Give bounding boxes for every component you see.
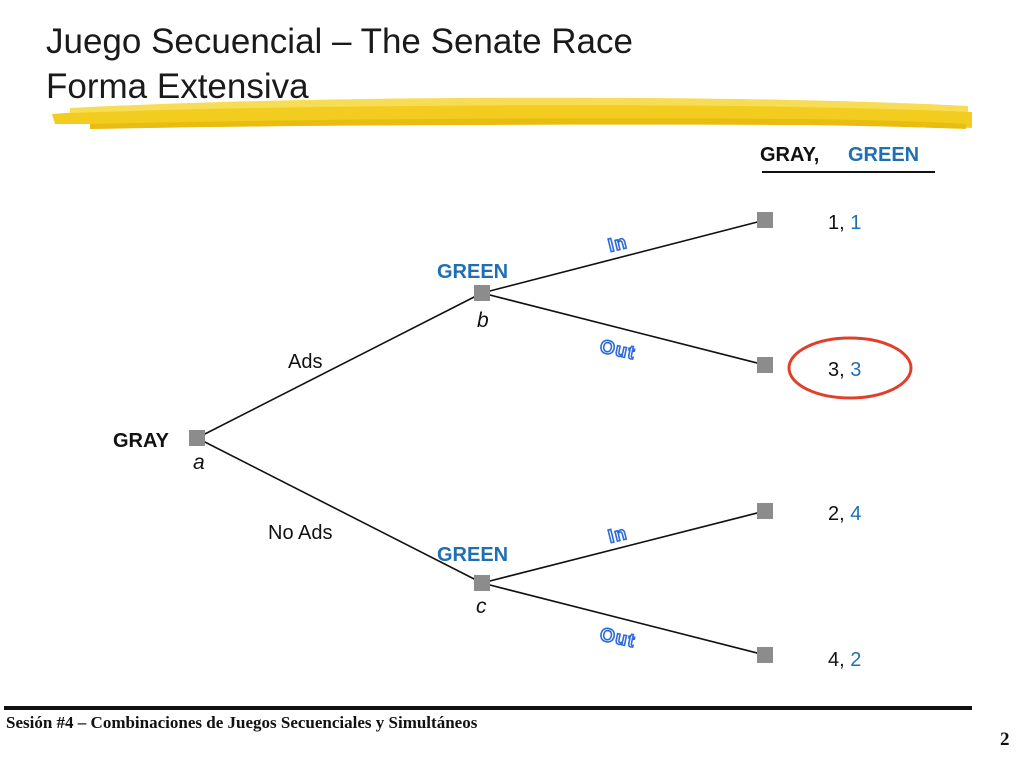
- equilibrium-highlight-circle: [787, 336, 913, 400]
- terminal-node-2: [757, 357, 773, 373]
- action-label-b-out: Out: [598, 336, 637, 364]
- payoff-2-green: 3: [850, 359, 861, 381]
- node-b: [474, 285, 490, 301]
- payoff-3: 2, 4: [828, 503, 861, 525]
- payoff-1: 1, 1: [828, 212, 861, 234]
- node-b-player-label: GREEN: [437, 261, 508, 283]
- payoff-2-gray: 3: [828, 359, 839, 381]
- payoff-header-gray: GRAY,: [760, 144, 819, 166]
- payoff-4: 4, 2: [828, 649, 861, 671]
- edge-c-out: [481, 582, 766, 656]
- terminal-node-1: [757, 212, 773, 228]
- payoff-3-green: 4: [850, 503, 861, 525]
- action-label-c-in: In: [606, 523, 629, 548]
- edge-b-in: [481, 219, 766, 294]
- payoff-2: 3, 3: [828, 359, 861, 381]
- node-c: [474, 575, 490, 591]
- root-player-label: GRAY: [113, 430, 170, 452]
- node-c-letter: c: [476, 595, 487, 618]
- footer-text: Sesión #4 – Combinaciones de Juegos Secu…: [6, 713, 478, 732]
- payoff-header-green: GREEN: [848, 144, 919, 166]
- slide-title-line-1: Juego Secuencial – The Senate Race: [46, 22, 633, 61]
- action-label-c-out: Out: [598, 624, 637, 652]
- node-c-player-label: GREEN: [437, 544, 508, 566]
- edge-no-ads: [196, 437, 483, 584]
- branch-label-ads: Ads: [288, 351, 322, 373]
- edge-ads: [196, 292, 483, 439]
- branch-label-no-ads: No Ads: [268, 522, 332, 544]
- edge-b-out: [481, 292, 766, 366]
- payoff-3-gray: 2: [828, 503, 839, 525]
- terminal-node-3: [757, 503, 773, 519]
- action-label-b-in: In: [606, 232, 629, 257]
- payoff-1-gray: 1: [828, 212, 839, 234]
- slide-title-line-2: Forma Extensiva: [46, 67, 309, 106]
- title-underline-brush: [52, 97, 972, 129]
- payoff-4-gray: 4: [828, 649, 839, 671]
- payoff-4-green: 2: [850, 649, 861, 671]
- root-node-letter: a: [193, 451, 205, 474]
- node-b-letter: b: [477, 309, 489, 332]
- node-a: [189, 430, 205, 446]
- terminal-node-4: [757, 647, 773, 663]
- payoff-1-green: 1: [850, 212, 861, 234]
- edge-c-in: [481, 510, 766, 584]
- page-number: 2: [1000, 729, 1010, 750]
